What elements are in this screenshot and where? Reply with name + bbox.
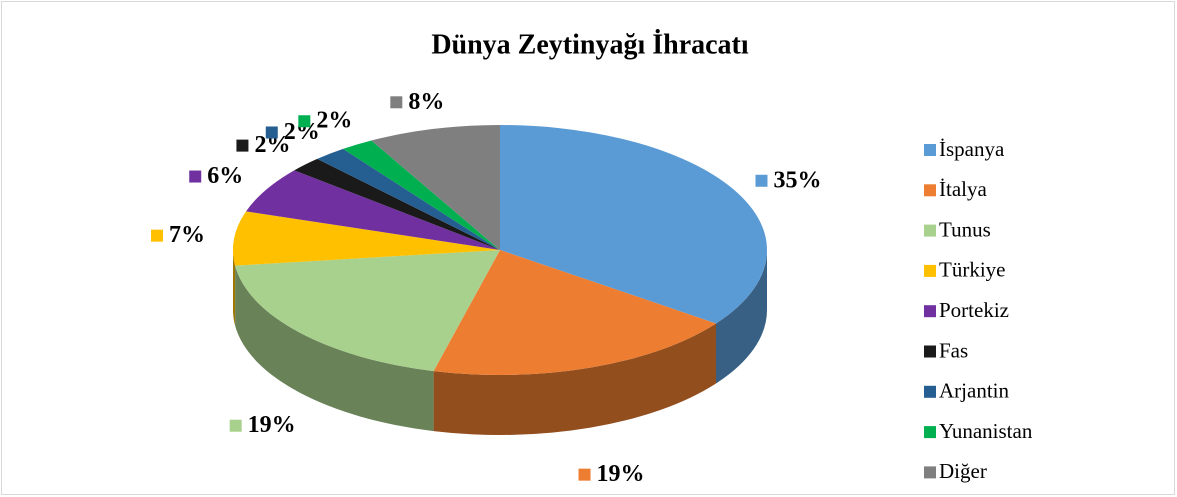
data-label: 6% <box>207 163 243 189</box>
legend-label: Tunus <box>939 217 991 241</box>
legend-label: Yunanistan <box>939 419 1033 443</box>
data-label-key <box>236 139 249 152</box>
data-label-key <box>229 419 242 432</box>
legend-swatch <box>924 385 936 398</box>
data-label-key <box>755 174 768 187</box>
pie-side <box>716 250 767 384</box>
legend-swatch <box>924 426 936 439</box>
legend-swatch <box>924 264 936 277</box>
data-label-key <box>390 96 403 109</box>
pie-slice <box>246 170 500 250</box>
legend-swatch <box>924 345 936 358</box>
legend-swatch <box>924 466 936 479</box>
legend-label: Fas <box>939 338 968 362</box>
legend-swatch <box>924 184 936 197</box>
pie-side <box>433 323 717 435</box>
chart-title: Dünya Zeytinyağı İhracatı <box>431 29 749 60</box>
pie-side <box>235 265 434 432</box>
legend-swatch <box>924 305 936 318</box>
pie-slice <box>371 125 500 250</box>
legend-label: İspanya <box>939 137 1005 161</box>
pie-slice <box>343 140 500 250</box>
pie-slice <box>317 148 500 250</box>
data-label: 7% <box>169 222 205 248</box>
data-label-key <box>578 468 591 481</box>
pie-side <box>233 250 236 326</box>
pie-slice <box>233 211 500 266</box>
legend-label: Türkiye <box>939 258 1005 282</box>
pie-slice <box>235 250 500 372</box>
data-label-key <box>151 229 164 242</box>
data-label: 35% <box>773 167 821 193</box>
legend-label: Arjantin <box>939 379 1009 403</box>
data-label: 19% <box>597 461 645 487</box>
legend-swatch <box>924 224 936 237</box>
data-label-key <box>298 115 311 128</box>
data-label: 8% <box>408 89 444 115</box>
data-label: 19% <box>248 412 296 438</box>
data-label-key <box>189 170 202 183</box>
data-label-key <box>265 126 278 139</box>
legend-label: Diğer <box>939 459 987 483</box>
data-label: 2% <box>316 108 352 134</box>
pie-slice <box>500 125 767 324</box>
legend-label: İtalya <box>939 177 987 201</box>
legend-swatch <box>924 144 936 156</box>
pie-slice <box>294 158 500 250</box>
legend-label: Portekiz <box>939 298 1009 322</box>
pie-slice <box>433 250 717 376</box>
